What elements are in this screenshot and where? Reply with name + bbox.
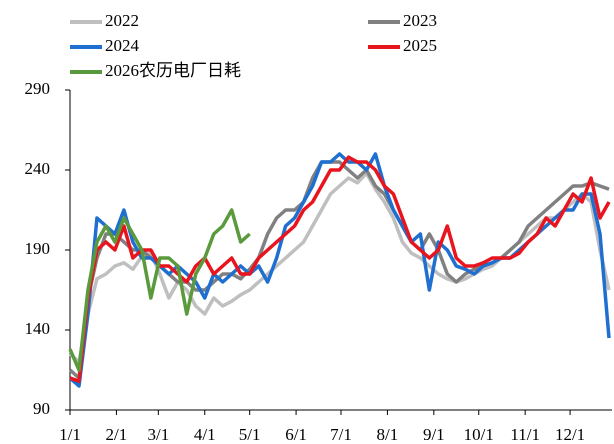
x-tick-label: 8/1 [377, 425, 399, 444]
y-tick-label: 90 [33, 399, 50, 418]
series-line [68, 152, 611, 388]
series-line [68, 160, 610, 380]
legend-label: 2026农历电厂日耗 [105, 61, 241, 80]
y-tick-label: 140 [25, 319, 51, 338]
y-tick-label: 190 [25, 239, 51, 258]
series-line [68, 208, 251, 372]
x-tick-label: 2/1 [106, 425, 128, 444]
y-tick-label: 290 [25, 79, 51, 98]
x-tick-label: 11/1 [510, 425, 540, 444]
legend-label: 2023 [403, 11, 437, 30]
x-tick-label: 10/1 [464, 425, 494, 444]
x-tick-label: 3/1 [147, 425, 169, 444]
x-tick-label: 12/1 [555, 425, 585, 444]
legend-label: 2025 [403, 36, 437, 55]
x-tick-label: 5/1 [239, 425, 261, 444]
x-tick-label: 9/1 [423, 425, 445, 444]
series-line [68, 171, 611, 364]
legend-label: 2024 [105, 36, 140, 55]
y-tick-label: 240 [25, 159, 51, 178]
x-tick-label: 7/1 [330, 425, 352, 444]
x-tick-label: 6/1 [285, 425, 307, 444]
series-line [69, 155, 611, 383]
x-tick-label: 4/1 [194, 425, 216, 444]
legend-label: 2022 [105, 11, 139, 30]
x-tick-label: 1/1 [59, 425, 81, 444]
